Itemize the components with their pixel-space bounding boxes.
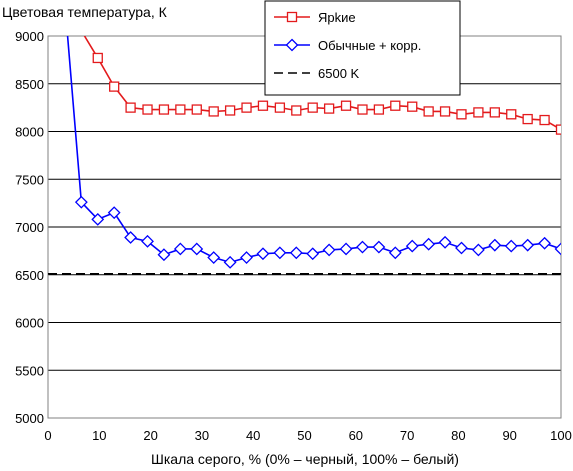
data-point <box>506 109 517 120</box>
y-tick-label: 6500 <box>15 268 44 283</box>
data-point <box>456 109 467 120</box>
data-point <box>438 235 452 249</box>
data-point <box>340 100 352 111</box>
data-point <box>125 102 136 113</box>
data-point <box>439 106 451 117</box>
x-tick-label: 10 <box>92 428 106 443</box>
data-point <box>273 246 287 260</box>
data-point <box>339 242 353 256</box>
data-point <box>208 106 219 117</box>
data-point <box>158 104 170 115</box>
x-tick-label: 50 <box>297 428 311 443</box>
tick-labels: 5000 5500 6000 6500 7000 7500 8000 8500 9000 0 10 2… <box>15 29 572 443</box>
y-tick-label: 6000 <box>15 316 44 331</box>
data-point <box>124 231 138 244</box>
data-point <box>488 238 502 252</box>
data-point <box>356 240 369 254</box>
y-axis-title: Цветовая температура, К <box>2 4 168 20</box>
data-point <box>422 237 436 251</box>
x-tick-label: 70 <box>400 428 414 443</box>
data-point <box>59 0 70 3</box>
data-point <box>504 239 518 253</box>
x-tick-label: 20 <box>143 428 157 443</box>
data-point <box>455 241 468 255</box>
grid-lines <box>48 83 561 371</box>
legend-label-1: Ярkие <box>318 10 356 25</box>
data-point <box>175 104 186 115</box>
data-point <box>191 104 202 115</box>
data-point <box>554 242 561 256</box>
x-tick-label: 60 <box>349 428 363 443</box>
series-layer <box>48 0 561 275</box>
data-point <box>223 255 237 269</box>
data-point <box>423 106 434 117</box>
data-point <box>289 246 303 260</box>
data-point <box>539 114 550 126</box>
data-point <box>207 251 221 264</box>
data-point <box>473 107 484 118</box>
series-1 <box>83 36 561 135</box>
data-point <box>323 103 335 114</box>
data-point <box>109 81 120 92</box>
y-tick-label: 5000 <box>15 411 44 426</box>
data-point <box>372 240 386 254</box>
data-point <box>390 100 401 111</box>
y-tick-label: 9000 <box>15 29 44 44</box>
data-point <box>291 105 302 116</box>
data-point <box>240 251 253 264</box>
data-point <box>471 243 485 257</box>
x-tick-label: 80 <box>451 428 465 443</box>
data-point <box>489 107 500 118</box>
data-point <box>107 206 121 220</box>
data-point <box>388 246 402 260</box>
data-point <box>407 101 418 112</box>
data-point <box>141 234 154 248</box>
data-point <box>257 100 269 111</box>
legend: Ярkие Обычные + корр. 6500 K <box>264 0 461 96</box>
data-point <box>538 236 552 250</box>
data-point <box>74 195 88 209</box>
data-point <box>555 124 561 135</box>
data-point <box>142 104 153 115</box>
x-axis-title: Шкала серого, % (0% – черный, 100% – бел… <box>151 451 459 467</box>
series-2 <box>59 0 561 269</box>
x-tick-label: 0 <box>44 428 51 443</box>
legend-label-3: 6500 K <box>318 66 360 81</box>
data-point <box>224 105 236 116</box>
x-tick-label: 90 <box>502 428 516 443</box>
y-tick-label: 5500 <box>15 363 44 378</box>
data-point <box>241 102 252 113</box>
x-tick-label: 30 <box>195 428 209 443</box>
data-point <box>357 104 368 115</box>
y-tick-label: 7000 <box>15 220 44 235</box>
data-point <box>190 242 204 256</box>
x-tick-label: 40 <box>246 428 260 443</box>
data-point <box>307 102 318 113</box>
data-point <box>274 102 286 113</box>
y-tick-label: 8000 <box>15 125 44 140</box>
data-point <box>405 239 419 253</box>
y-tick-label: 8500 <box>15 77 44 92</box>
data-point <box>157 248 171 262</box>
data-point <box>521 238 535 252</box>
data-point <box>256 247 270 261</box>
data-point <box>373 104 385 115</box>
data-point <box>92 52 103 64</box>
legend-label-2: Обычные + корр. <box>318 38 421 53</box>
data-point <box>91 212 105 226</box>
x-tick-label: 100 <box>550 428 572 443</box>
data-point <box>306 247 320 261</box>
data-point <box>173 242 187 256</box>
data-point <box>522 113 533 125</box>
legend-marker-2 <box>285 38 299 52</box>
legend-marker-1 <box>286 11 298 23</box>
data-point <box>322 243 336 257</box>
y-tick-label: 7500 <box>15 172 44 187</box>
